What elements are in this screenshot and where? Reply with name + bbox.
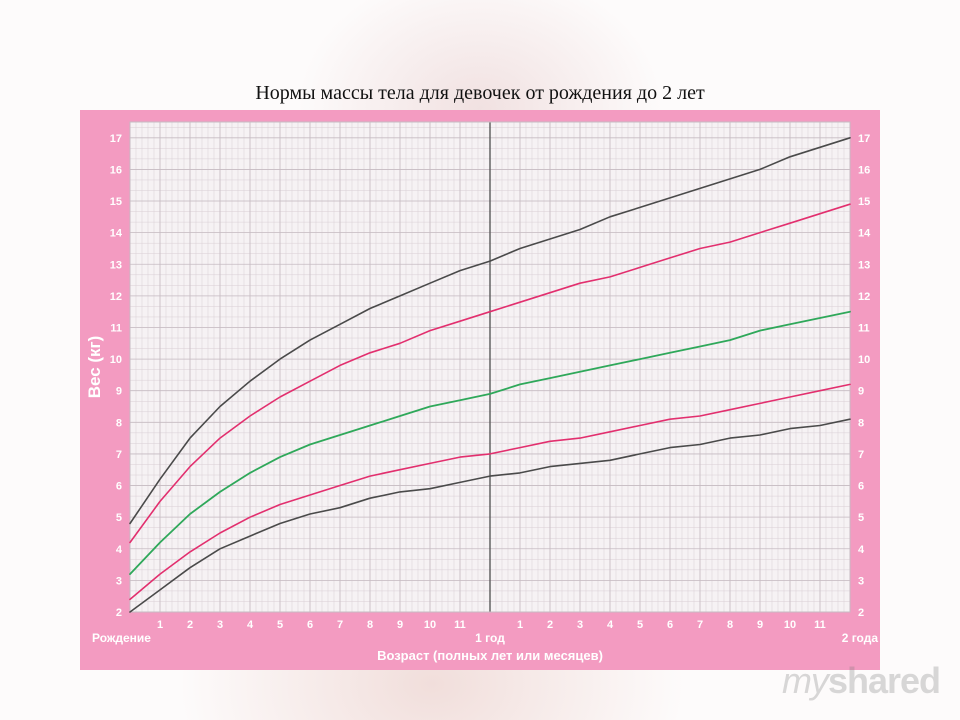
svg-text:11: 11: [858, 322, 870, 334]
svg-text:6: 6: [116, 481, 122, 493]
svg-text:Возраст (полных лет или месяце: Возраст (полных лет или месяцев): [377, 648, 603, 663]
watermark-plain: my: [782, 660, 828, 701]
svg-text:2: 2: [547, 619, 553, 631]
watermark: myshared: [782, 660, 940, 702]
svg-text:8: 8: [727, 619, 733, 631]
svg-text:10: 10: [424, 619, 436, 631]
chart-title: Нормы массы тела для девочек от рождения…: [0, 82, 960, 105]
svg-text:8: 8: [116, 417, 122, 429]
svg-text:2: 2: [116, 607, 122, 619]
svg-text:11: 11: [454, 619, 466, 631]
svg-text:3: 3: [577, 619, 583, 631]
svg-text:8: 8: [858, 417, 864, 429]
svg-text:Рождение: Рождение: [92, 631, 151, 645]
svg-text:9: 9: [397, 619, 403, 631]
growth-chart: 2233445566778899101011111212131314141515…: [80, 110, 880, 670]
svg-text:14: 14: [858, 228, 871, 240]
svg-text:8: 8: [367, 619, 373, 631]
svg-text:9: 9: [116, 386, 122, 398]
svg-text:15: 15: [858, 196, 870, 208]
svg-text:4: 4: [858, 544, 865, 556]
svg-text:Вес (кг): Вес (кг): [85, 336, 104, 399]
svg-text:7: 7: [697, 619, 703, 631]
svg-text:9: 9: [858, 386, 864, 398]
svg-text:3: 3: [858, 575, 864, 587]
svg-text:10: 10: [858, 354, 870, 366]
svg-text:3: 3: [217, 619, 223, 631]
watermark-bold: shared: [828, 660, 940, 701]
svg-text:2: 2: [187, 619, 193, 631]
svg-text:3: 3: [116, 575, 122, 587]
svg-text:14: 14: [110, 228, 123, 240]
svg-text:9: 9: [757, 619, 763, 631]
svg-text:12: 12: [858, 291, 870, 303]
svg-text:1: 1: [157, 619, 163, 631]
svg-text:4: 4: [607, 619, 614, 631]
svg-text:2: 2: [858, 607, 864, 619]
svg-text:6: 6: [858, 481, 864, 493]
svg-text:13: 13: [858, 259, 870, 271]
svg-text:17: 17: [110, 133, 122, 145]
svg-text:2 года: 2 года: [842, 631, 879, 645]
svg-text:4: 4: [116, 544, 123, 556]
svg-text:7: 7: [116, 449, 122, 461]
svg-text:1: 1: [517, 619, 523, 631]
svg-text:10: 10: [110, 354, 122, 366]
svg-text:7: 7: [858, 449, 864, 461]
svg-text:1 год: 1 год: [475, 631, 505, 645]
svg-text:5: 5: [116, 512, 122, 524]
svg-text:16: 16: [858, 164, 870, 176]
svg-text:4: 4: [247, 619, 254, 631]
svg-text:15: 15: [110, 196, 122, 208]
svg-text:11: 11: [814, 619, 826, 631]
svg-text:6: 6: [667, 619, 673, 631]
svg-text:10: 10: [784, 619, 796, 631]
chart-svg: 2233445566778899101011111212131314141515…: [80, 110, 880, 670]
svg-text:5: 5: [637, 619, 643, 631]
svg-text:11: 11: [110, 322, 122, 334]
svg-text:5: 5: [858, 512, 864, 524]
svg-text:5: 5: [277, 619, 283, 631]
svg-text:17: 17: [858, 133, 870, 145]
svg-text:13: 13: [110, 259, 122, 271]
svg-text:7: 7: [337, 619, 343, 631]
svg-text:12: 12: [110, 291, 122, 303]
svg-text:16: 16: [110, 164, 122, 176]
svg-text:6: 6: [307, 619, 313, 631]
